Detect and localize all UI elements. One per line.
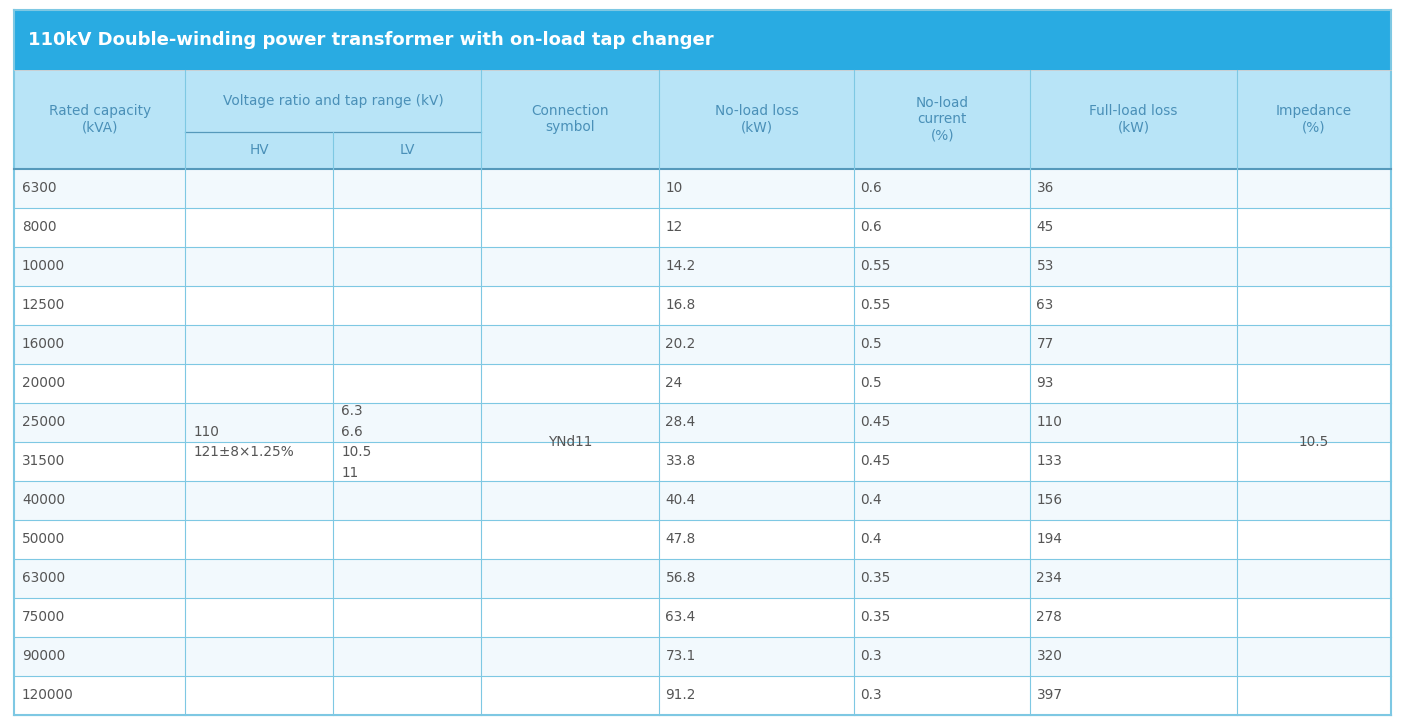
Text: 63: 63 bbox=[1037, 298, 1054, 312]
Text: 45: 45 bbox=[1037, 220, 1054, 234]
Text: 40.4: 40.4 bbox=[666, 493, 695, 508]
Text: 40000: 40000 bbox=[22, 493, 65, 508]
Text: LV: LV bbox=[399, 144, 416, 157]
Text: 0.3: 0.3 bbox=[860, 689, 881, 703]
Text: Connection
symbol: Connection symbol bbox=[531, 104, 610, 134]
Text: 10: 10 bbox=[666, 181, 683, 195]
Text: 31500: 31500 bbox=[22, 455, 65, 468]
Text: 110
121±8×1.25%: 110 121±8×1.25% bbox=[194, 425, 294, 459]
Bar bbox=[14, 70, 1391, 169]
Text: 0.45: 0.45 bbox=[860, 415, 891, 429]
Bar bbox=[14, 598, 1391, 637]
Text: 0.35: 0.35 bbox=[860, 610, 891, 624]
Text: 63.4: 63.4 bbox=[666, 610, 695, 624]
Bar bbox=[14, 207, 1391, 247]
Text: 0.4: 0.4 bbox=[860, 493, 881, 508]
Text: 47.8: 47.8 bbox=[666, 532, 695, 547]
Text: 63000: 63000 bbox=[22, 571, 65, 585]
Text: 0.4: 0.4 bbox=[860, 532, 881, 547]
Text: HV: HV bbox=[250, 144, 270, 157]
Text: 110kV Double-winding power transformer with on-load tap changer: 110kV Double-winding power transformer w… bbox=[28, 31, 714, 49]
Bar bbox=[14, 637, 1391, 676]
Text: 133: 133 bbox=[1037, 455, 1062, 468]
Bar bbox=[14, 442, 1391, 481]
Text: 278: 278 bbox=[1037, 610, 1062, 624]
Text: 12: 12 bbox=[666, 220, 683, 234]
Text: 397: 397 bbox=[1037, 689, 1062, 703]
Text: 234: 234 bbox=[1037, 571, 1062, 585]
Text: 0.5: 0.5 bbox=[860, 337, 882, 351]
Text: 0.35: 0.35 bbox=[860, 571, 891, 585]
Bar bbox=[14, 676, 1391, 715]
Text: 16000: 16000 bbox=[22, 337, 65, 351]
Text: 120000: 120000 bbox=[22, 689, 73, 703]
Bar bbox=[14, 247, 1391, 286]
Text: 156: 156 bbox=[1037, 493, 1062, 508]
Text: No-load loss
(kW): No-load loss (kW) bbox=[715, 104, 798, 134]
Text: 56.8: 56.8 bbox=[666, 571, 695, 585]
Text: 194: 194 bbox=[1037, 532, 1062, 547]
Text: 20000: 20000 bbox=[22, 376, 65, 390]
Text: YNd11: YNd11 bbox=[548, 435, 593, 449]
Text: 0.55: 0.55 bbox=[860, 260, 891, 273]
Text: 33.8: 33.8 bbox=[666, 455, 695, 468]
Text: 20.2: 20.2 bbox=[666, 337, 695, 351]
Text: Rated capacity
(kVA): Rated capacity (kVA) bbox=[49, 104, 150, 134]
Text: 10000: 10000 bbox=[22, 260, 65, 273]
Text: 50000: 50000 bbox=[22, 532, 65, 547]
Bar bbox=[14, 169, 1391, 207]
Text: Full-load loss
(kW): Full-load loss (kW) bbox=[1089, 104, 1177, 134]
Text: 6300: 6300 bbox=[22, 181, 56, 195]
Text: 28.4: 28.4 bbox=[666, 415, 695, 429]
Bar bbox=[14, 325, 1391, 364]
Text: 0.3: 0.3 bbox=[860, 650, 881, 663]
Text: 6.3
6.6
10.5
11: 6.3 6.6 10.5 11 bbox=[341, 404, 372, 480]
Text: 320: 320 bbox=[1037, 650, 1062, 663]
Text: 36: 36 bbox=[1037, 181, 1054, 195]
Bar bbox=[14, 520, 1391, 559]
Text: 75000: 75000 bbox=[22, 610, 65, 624]
Text: 93: 93 bbox=[1037, 376, 1054, 390]
Text: 16.8: 16.8 bbox=[666, 298, 695, 312]
Text: 14.2: 14.2 bbox=[666, 260, 695, 273]
Text: No-load
current
(%): No-load current (%) bbox=[916, 96, 968, 143]
Text: 77: 77 bbox=[1037, 337, 1054, 351]
Text: 10.5: 10.5 bbox=[1298, 435, 1329, 449]
Bar bbox=[14, 364, 1391, 403]
Bar bbox=[14, 10, 1391, 70]
Text: 90000: 90000 bbox=[22, 650, 65, 663]
Text: 73.1: 73.1 bbox=[666, 650, 695, 663]
Text: 0.45: 0.45 bbox=[860, 455, 891, 468]
Text: 0.5: 0.5 bbox=[860, 376, 882, 390]
Text: 0.55: 0.55 bbox=[860, 298, 891, 312]
Text: 12500: 12500 bbox=[22, 298, 65, 312]
Bar bbox=[14, 559, 1391, 598]
Bar bbox=[14, 286, 1391, 325]
Text: 53: 53 bbox=[1037, 260, 1054, 273]
Text: Voltage ratio and tap range (kV): Voltage ratio and tap range (kV) bbox=[223, 94, 444, 108]
Text: 25000: 25000 bbox=[22, 415, 65, 429]
Bar bbox=[14, 403, 1391, 442]
Text: 24: 24 bbox=[666, 376, 683, 390]
Text: 91.2: 91.2 bbox=[666, 689, 695, 703]
Text: 110: 110 bbox=[1037, 415, 1062, 429]
Text: 0.6: 0.6 bbox=[860, 220, 881, 234]
Bar bbox=[14, 481, 1391, 520]
Text: Impedance
(%): Impedance (%) bbox=[1276, 104, 1352, 134]
Text: 8000: 8000 bbox=[22, 220, 56, 234]
Text: 0.6: 0.6 bbox=[860, 181, 881, 195]
